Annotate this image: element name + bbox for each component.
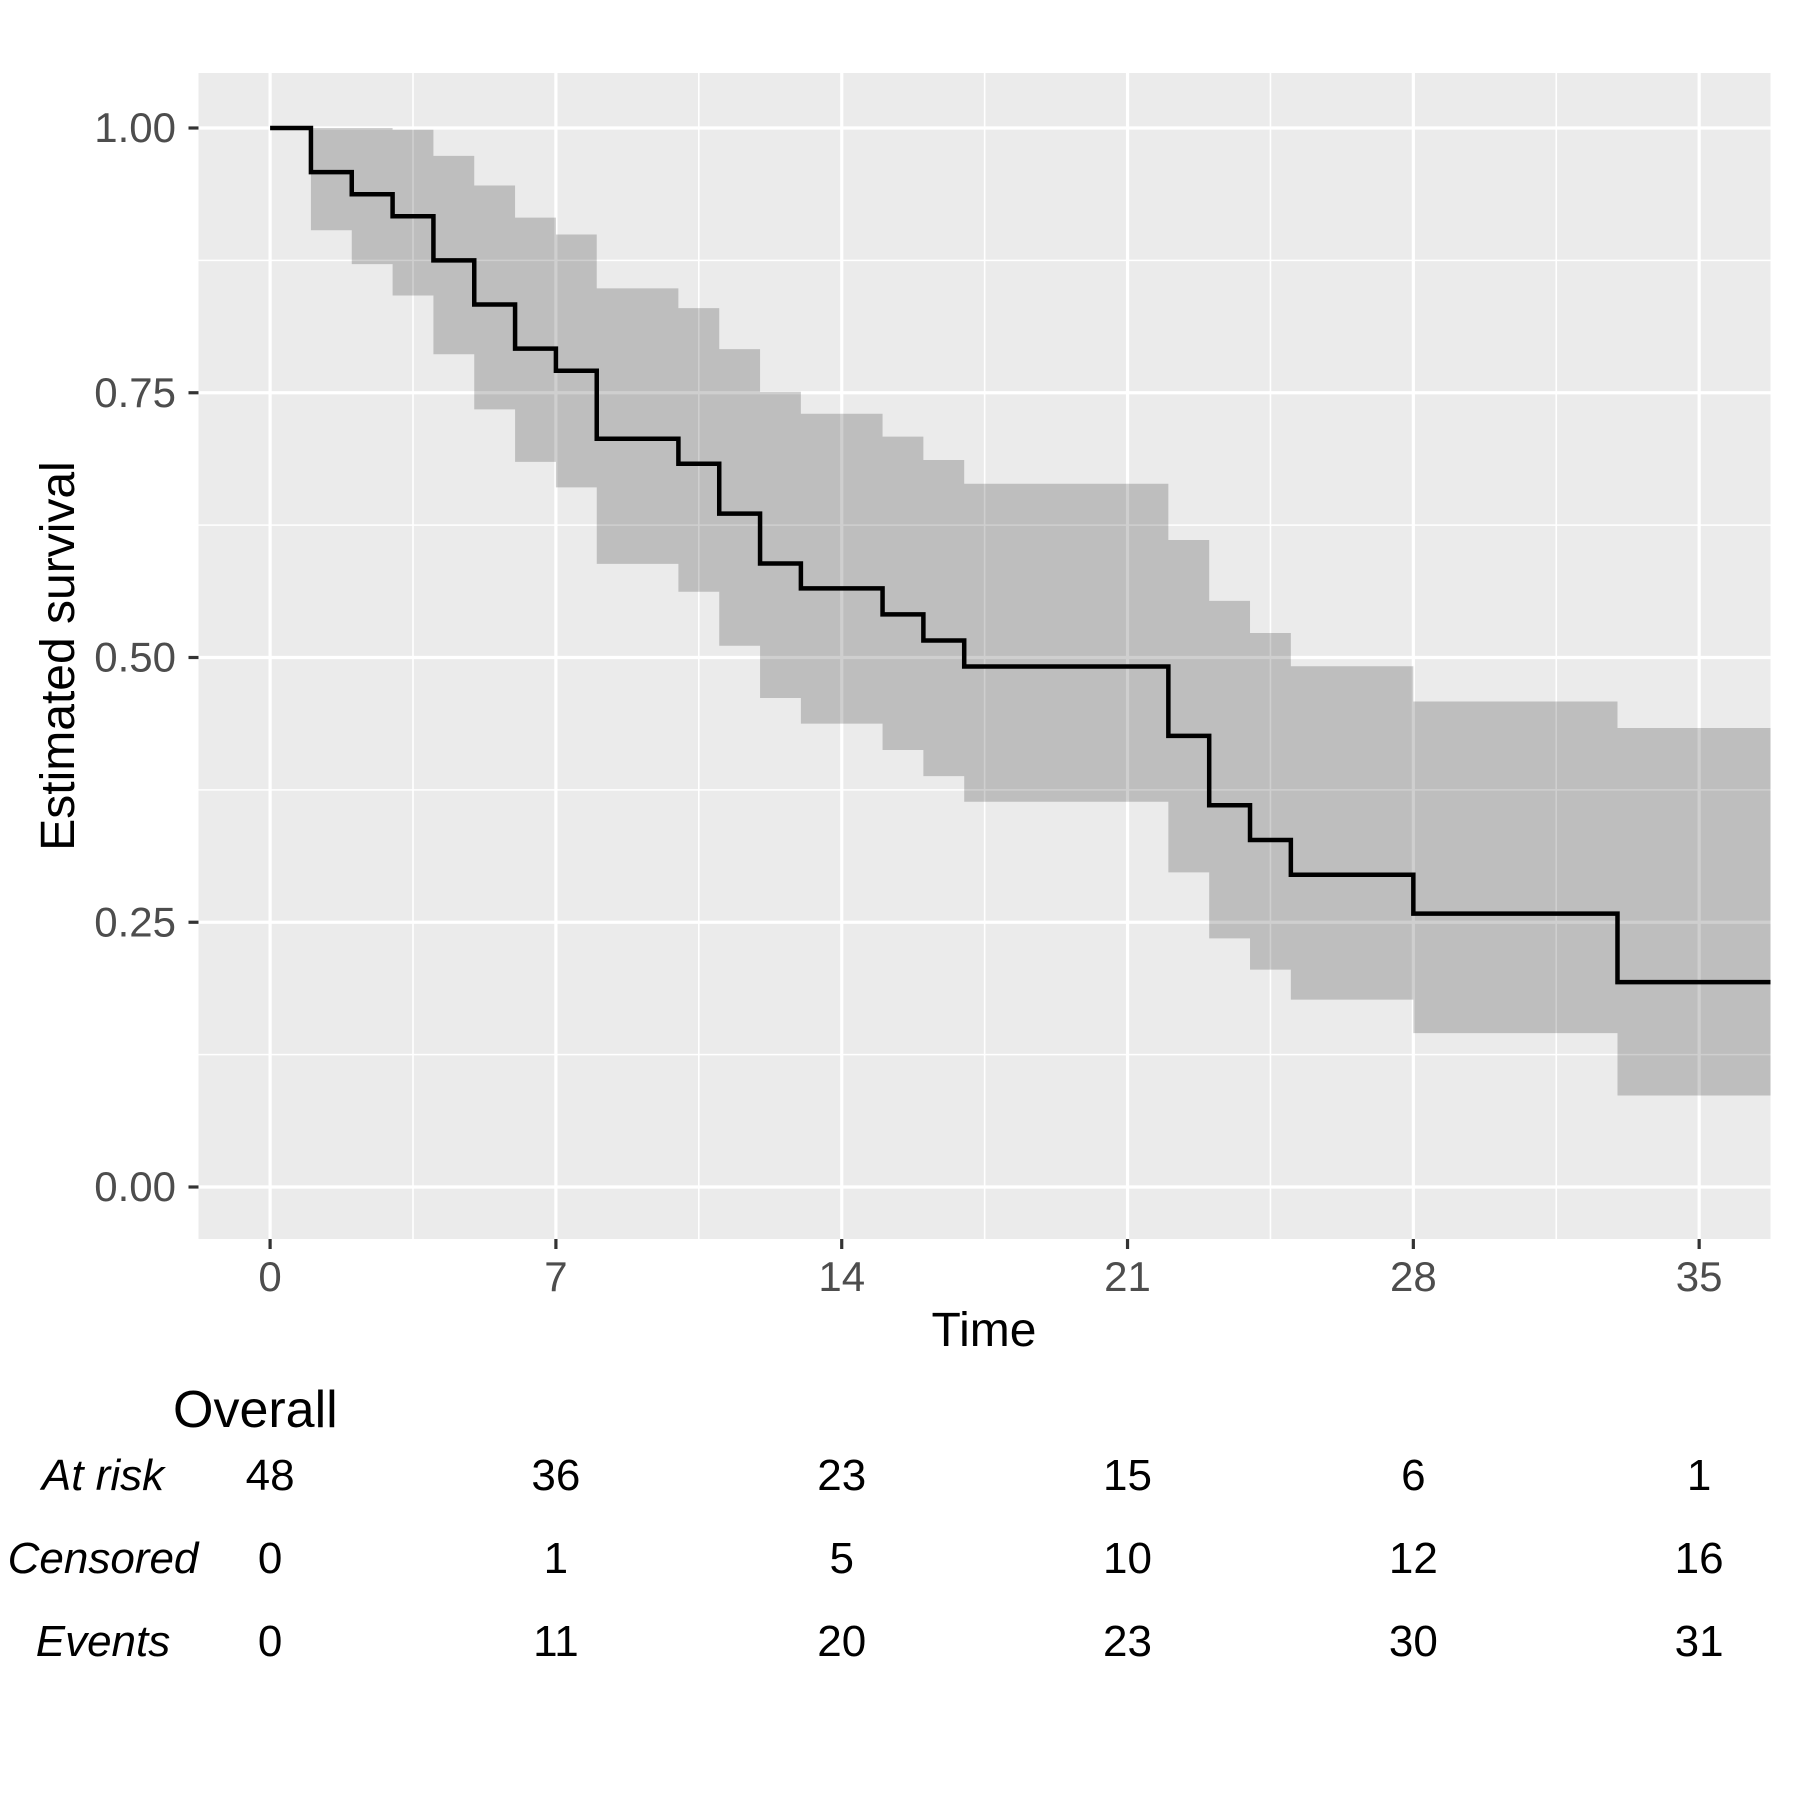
x-tick-label: 14 — [818, 1253, 865, 1300]
y-tick-label: 1.00 — [94, 104, 176, 151]
y-axis-tick-labels: 0.00 0.25 0.50 0.75 1.00 — [94, 104, 176, 1210]
risk-table-value: 1 — [1687, 1451, 1711, 1500]
risk-table-value: 20 — [817, 1617, 866, 1666]
risk-table-value: 12 — [1389, 1534, 1438, 1583]
risk-table-value: 23 — [817, 1451, 866, 1500]
x-tick-label: 35 — [1676, 1253, 1723, 1300]
x-tick-label: 28 — [1390, 1253, 1437, 1300]
km-confidence-band — [270, 128, 1771, 1096]
major-gridlines — [198, 73, 1771, 1239]
risk-table-row-label: At risk — [39, 1451, 166, 1500]
risk-table-value: 0 — [258, 1617, 282, 1666]
x-axis-title: Time — [932, 1304, 1037, 1357]
risk-table-value: 0 — [258, 1534, 282, 1583]
y-tick-label: 0.25 — [94, 898, 176, 945]
risk-table-value: 11 — [533, 1617, 579, 1666]
y-tick-label: 0.00 — [94, 1163, 176, 1210]
risk-table-value: 5 — [829, 1534, 853, 1583]
y-tick-label: 0.75 — [94, 369, 176, 416]
risk-table-value: 16 — [1675, 1534, 1724, 1583]
risk-table-row-label: Events — [36, 1617, 171, 1666]
axis-tick-marks — [188, 126, 1701, 1249]
km-step-line — [270, 125, 1771, 985]
risk-table-value: 36 — [531, 1451, 580, 1500]
y-axis-title: Estimated survival — [32, 461, 85, 850]
risk-table-value: 6 — [1401, 1451, 1425, 1500]
x-tick-label: 0 — [258, 1253, 281, 1300]
risk-table-title: Overall — [173, 1381, 338, 1439]
x-axis-tick-labels: 0 7 14 21 28 35 — [258, 1253, 1722, 1300]
y-tick-label: 0.50 — [94, 634, 176, 681]
risk-table-value: 31 — [1675, 1617, 1724, 1666]
risk-table-value: 10 — [1103, 1534, 1152, 1583]
risk-table-value: 23 — [1103, 1617, 1152, 1666]
risk-table-row-label: Censored — [8, 1534, 200, 1583]
x-tick-label: 7 — [544, 1253, 567, 1300]
x-tick-label: 21 — [1104, 1253, 1151, 1300]
risk-table-value: 30 — [1389, 1617, 1438, 1666]
risk-table-value: 15 — [1103, 1451, 1152, 1500]
risk-table-value: 1 — [544, 1534, 568, 1583]
risk-table-value: 48 — [246, 1451, 295, 1500]
